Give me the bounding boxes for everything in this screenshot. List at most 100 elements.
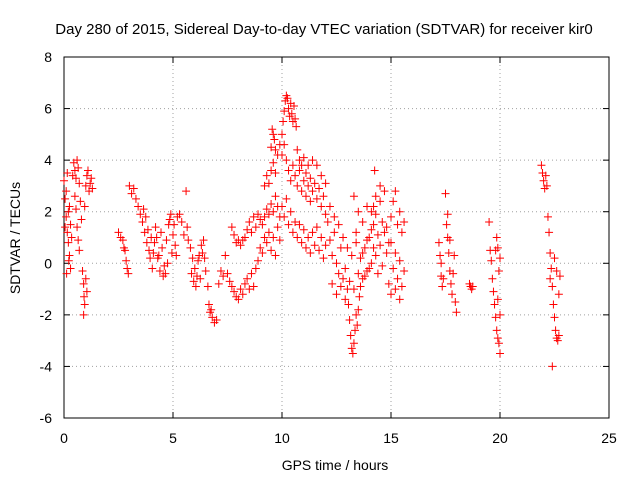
data-point: [245, 218, 254, 227]
x-tick-label: 25: [601, 430, 617, 446]
data-point: [262, 171, 271, 180]
data-point: [245, 285, 254, 294]
data-point: [389, 264, 398, 273]
data-point: [360, 243, 369, 252]
data-point: [163, 259, 172, 268]
data-point: [198, 248, 207, 257]
data-point: [492, 326, 501, 335]
data-point: [391, 285, 400, 294]
data-point: [554, 331, 563, 340]
data-point: [354, 269, 363, 278]
data-point: [493, 243, 502, 252]
data-point: [230, 287, 239, 296]
data-point: [78, 267, 87, 276]
data-point: [301, 192, 310, 201]
data-point: [485, 218, 494, 227]
data-point: [74, 163, 83, 172]
x-tick-label: 5: [169, 430, 177, 446]
data-point: [487, 256, 496, 265]
data-point: [312, 223, 321, 232]
data-point: [82, 171, 91, 180]
data-point: [269, 207, 278, 216]
data-point: [369, 243, 378, 252]
data-point: [82, 287, 91, 296]
data-point: [283, 94, 292, 103]
data-point: [134, 202, 143, 211]
data-point: [315, 184, 324, 193]
data-point: [73, 156, 82, 165]
data-point: [271, 251, 280, 260]
data-point: [543, 212, 552, 221]
data-point: [208, 313, 217, 322]
data-point: [391, 248, 400, 257]
data-point: [83, 166, 92, 175]
data-point: [551, 326, 560, 335]
data-point: [334, 269, 343, 278]
y-tick-label: 4: [44, 152, 52, 168]
data-point: [124, 269, 133, 278]
data-point: [304, 161, 313, 170]
data-point: [496, 254, 504, 263]
data-point: [370, 166, 379, 175]
data-point: [356, 254, 365, 263]
data-point: [269, 233, 278, 242]
x-tick-label: 15: [383, 430, 399, 446]
data-point: [488, 274, 497, 283]
data-point: [376, 181, 385, 190]
data-point: [339, 274, 348, 283]
data-point: [175, 210, 184, 219]
data-point: [295, 156, 304, 165]
data-point: [321, 210, 330, 219]
data-point: [243, 225, 252, 234]
data-point: [61, 223, 70, 232]
data-point: [256, 215, 265, 224]
data-point: [74, 236, 83, 245]
data-point: [183, 223, 192, 232]
data-point: [288, 228, 297, 237]
data-point: [312, 161, 321, 170]
data-point: [170, 220, 179, 229]
data-point: [293, 181, 302, 190]
data-point: [443, 210, 452, 219]
data-point: [282, 194, 291, 203]
data-point: [247, 269, 256, 278]
data-point: [267, 143, 276, 152]
data-point: [491, 313, 500, 322]
data-point: [550, 313, 559, 322]
data-point: [451, 297, 460, 306]
data-point: [354, 207, 363, 216]
data-point: [267, 166, 276, 175]
y-tick-label: 6: [44, 101, 52, 117]
data-point: [64, 238, 73, 247]
data-point: [378, 261, 387, 270]
data-point: [319, 192, 328, 201]
data-point: [214, 279, 223, 288]
data-point: [155, 267, 164, 276]
data-point: [189, 277, 198, 286]
data-point: [204, 300, 213, 309]
data-point: [80, 292, 89, 301]
data-point: [152, 233, 161, 242]
data-point: [227, 223, 236, 232]
data-point: [260, 212, 269, 221]
data-point: [291, 171, 300, 180]
data-point: [299, 176, 308, 185]
data-point: [310, 179, 319, 188]
data-point: [542, 181, 551, 190]
data-point: [64, 207, 73, 216]
data-point: [256, 243, 265, 252]
data-point: [367, 225, 376, 234]
data-point: [321, 179, 330, 188]
data-point: [136, 210, 145, 219]
data-point: [549, 300, 558, 309]
data-point: [286, 176, 295, 185]
data-point: [62, 187, 71, 196]
data-point: [240, 279, 249, 288]
data-point: [437, 259, 446, 268]
data-point: [378, 218, 387, 227]
data-point: [64, 256, 73, 265]
data-point: [125, 181, 134, 190]
data-point: [234, 295, 243, 304]
data-point: [62, 212, 71, 221]
